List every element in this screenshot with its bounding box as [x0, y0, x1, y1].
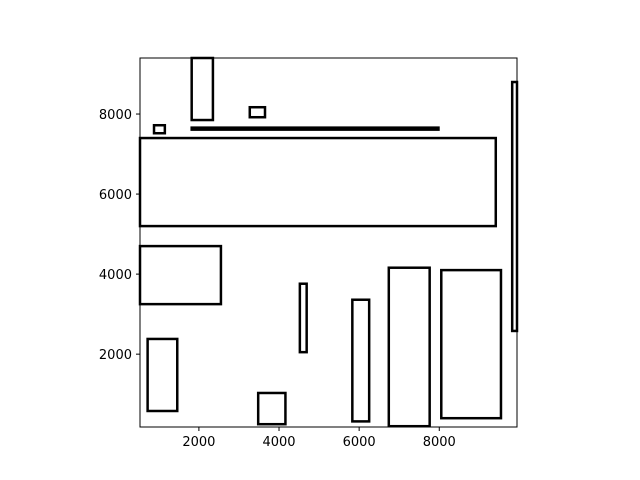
rectangle-5 — [152, 123, 167, 135]
x-tick-label: 2000 — [182, 435, 215, 450]
x-tick-label: 4000 — [262, 435, 295, 450]
rectangle-13 — [510, 80, 519, 333]
plot-frame — [139, 57, 518, 428]
rectangle-3 — [146, 337, 179, 413]
rectangle-7 — [190, 126, 440, 131]
y-axis: 2000 4000 6000 8000 — [99, 108, 140, 363]
x-tick-label: 8000 — [423, 435, 456, 450]
x-axis: 2000 4000 6000 8000 — [182, 427, 456, 450]
rectangle-8 — [256, 391, 287, 426]
rectangle-10 — [351, 298, 371, 423]
x-tick-label: 6000 — [343, 435, 376, 450]
rectangle-6 — [248, 105, 267, 119]
y-tick-label: 4000 — [99, 268, 132, 283]
y-tick-label: 8000 — [99, 108, 132, 123]
rectangle-9 — [298, 282, 308, 354]
rectangle-12 — [440, 268, 503, 420]
rectangles-layer — [138, 56, 519, 428]
y-tick-label: 2000 — [99, 348, 132, 363]
rectangle-1 — [138, 136, 498, 228]
rectangle-2 — [138, 244, 223, 306]
rectangle-11 — [387, 266, 431, 428]
y-tick-label: 6000 — [99, 188, 132, 203]
rectangle-4 — [190, 56, 215, 122]
